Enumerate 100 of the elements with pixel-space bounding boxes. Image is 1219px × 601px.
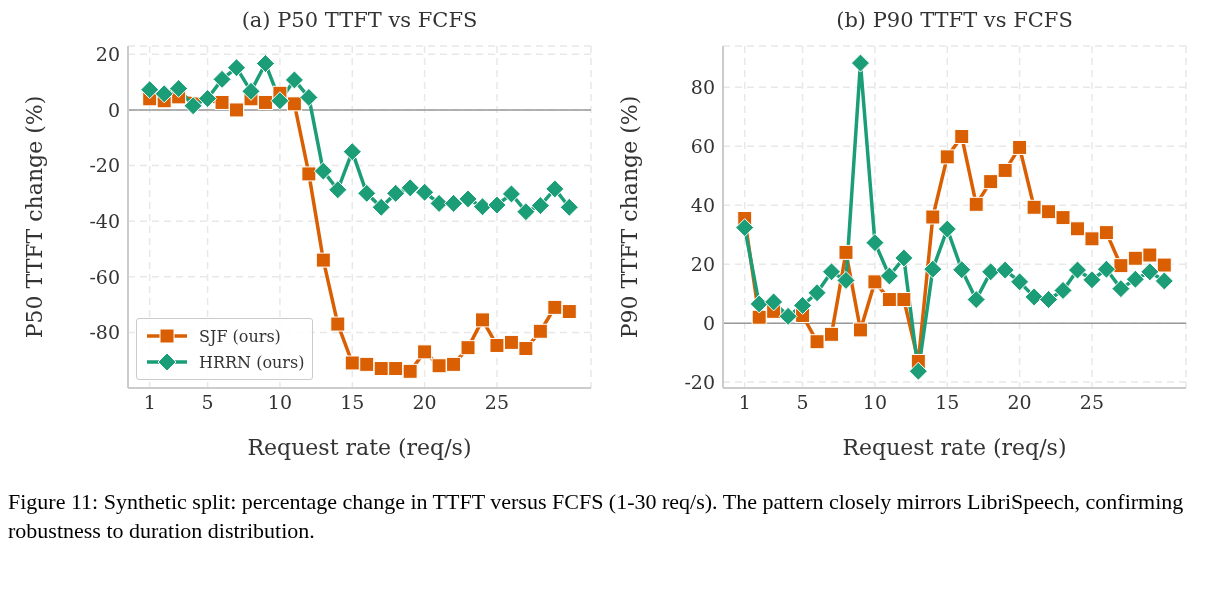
- point: [838, 244, 854, 260]
- point: [925, 209, 941, 225]
- point: [937, 219, 957, 239]
- point: [313, 161, 333, 181]
- point: [284, 70, 304, 90]
- x-axis-title: Request rate (req/s): [247, 435, 472, 460]
- point: [822, 262, 842, 282]
- point: [1156, 257, 1172, 273]
- point: [995, 260, 1015, 280]
- chart-title: (a) P50 TTFT vs FCFS: [240, 8, 479, 34]
- x-tick-label: 5: [796, 391, 809, 414]
- y-tick-label: -20: [684, 370, 715, 393]
- point: [836, 270, 856, 290]
- point: [140, 80, 160, 100]
- point: [852, 322, 868, 338]
- point: [270, 91, 290, 111]
- point: [764, 292, 784, 312]
- point: [559, 197, 579, 217]
- point: [460, 340, 476, 356]
- point: [1024, 287, 1044, 307]
- point: [735, 218, 755, 238]
- point: [417, 344, 433, 360]
- point: [241, 81, 261, 101]
- point: [545, 179, 565, 199]
- x-tick-label: 15: [935, 391, 960, 414]
- point: [415, 182, 435, 202]
- point: [983, 174, 999, 190]
- point: [357, 183, 377, 203]
- caption: Figure 11: Synthetic split: percentage change in TTFT versus FCFS (1-30 req/s). The pattern closely mirrors LibriSpeech, confirming robustness to duration distribution.: [8, 488, 1185, 545]
- point: [532, 323, 548, 339]
- point: [997, 162, 1013, 178]
- point: [229, 102, 245, 118]
- point: [867, 274, 883, 290]
- point: [1111, 279, 1131, 299]
- point: [1012, 139, 1028, 155]
- point: [981, 262, 1001, 282]
- point: [472, 197, 492, 217]
- point: [1039, 290, 1059, 310]
- point: [373, 361, 389, 377]
- point: [458, 189, 478, 209]
- point: [1026, 199, 1042, 215]
- point: [359, 356, 375, 372]
- point: [400, 178, 420, 198]
- point: [1096, 259, 1116, 279]
- y-tick-label: 0: [702, 311, 715, 334]
- point: [257, 94, 273, 110]
- point: [286, 96, 302, 112]
- x-tick-label: 20: [1007, 391, 1032, 414]
- point: [879, 266, 899, 286]
- point: [169, 79, 189, 99]
- point: [402, 363, 418, 379]
- legend-label: HRRN (ours): [199, 352, 305, 372]
- point: [1067, 260, 1087, 280]
- y-tick-label: 40: [690, 193, 715, 216]
- point: [342, 142, 362, 162]
- point: [530, 196, 550, 216]
- point: [968, 196, 984, 212]
- point: [954, 129, 970, 145]
- point: [749, 294, 769, 314]
- point: [1069, 221, 1085, 237]
- y-axis-title: P50 TTFT change (%): [21, 95, 47, 339]
- point: [1125, 269, 1145, 289]
- y-tick-label: -80: [89, 321, 120, 344]
- point: [301, 166, 317, 182]
- point: [850, 53, 870, 73]
- point: [183, 96, 203, 116]
- point: [1041, 204, 1057, 220]
- point: [865, 233, 885, 253]
- point: [1010, 272, 1030, 292]
- point: [315, 252, 331, 268]
- x-tick-label: 5: [201, 391, 214, 414]
- point: [547, 299, 563, 315]
- x-tick-label: 25: [484, 391, 510, 414]
- x-tick-label: 25: [1079, 391, 1105, 414]
- x-tick-label: 10: [267, 391, 293, 414]
- chart-title: (b) P90 TTFT vs FCFS: [835, 8, 1074, 34]
- point: [1113, 258, 1129, 274]
- y-tick-label: 20: [95, 43, 120, 66]
- y-axis-title: P90 TTFT change (%): [616, 95, 642, 339]
- point: [371, 197, 391, 217]
- point: [824, 326, 840, 342]
- point: [807, 283, 827, 303]
- point: [214, 94, 230, 110]
- point: [516, 202, 536, 222]
- x-tick-label: 10: [862, 391, 888, 414]
- y-tick-label: -20: [89, 154, 120, 177]
- point: [444, 193, 464, 213]
- point: [446, 356, 462, 372]
- point: [793, 295, 813, 315]
- point: [501, 184, 521, 204]
- point: [1098, 225, 1114, 241]
- point: [809, 334, 825, 350]
- y-tick-label: 80: [690, 76, 715, 99]
- point: [896, 292, 912, 308]
- y-tick-label: -60: [89, 265, 120, 288]
- point: [1127, 250, 1143, 266]
- point: [388, 361, 404, 377]
- point: [1084, 231, 1100, 247]
- point: [212, 69, 232, 89]
- point: [429, 193, 449, 213]
